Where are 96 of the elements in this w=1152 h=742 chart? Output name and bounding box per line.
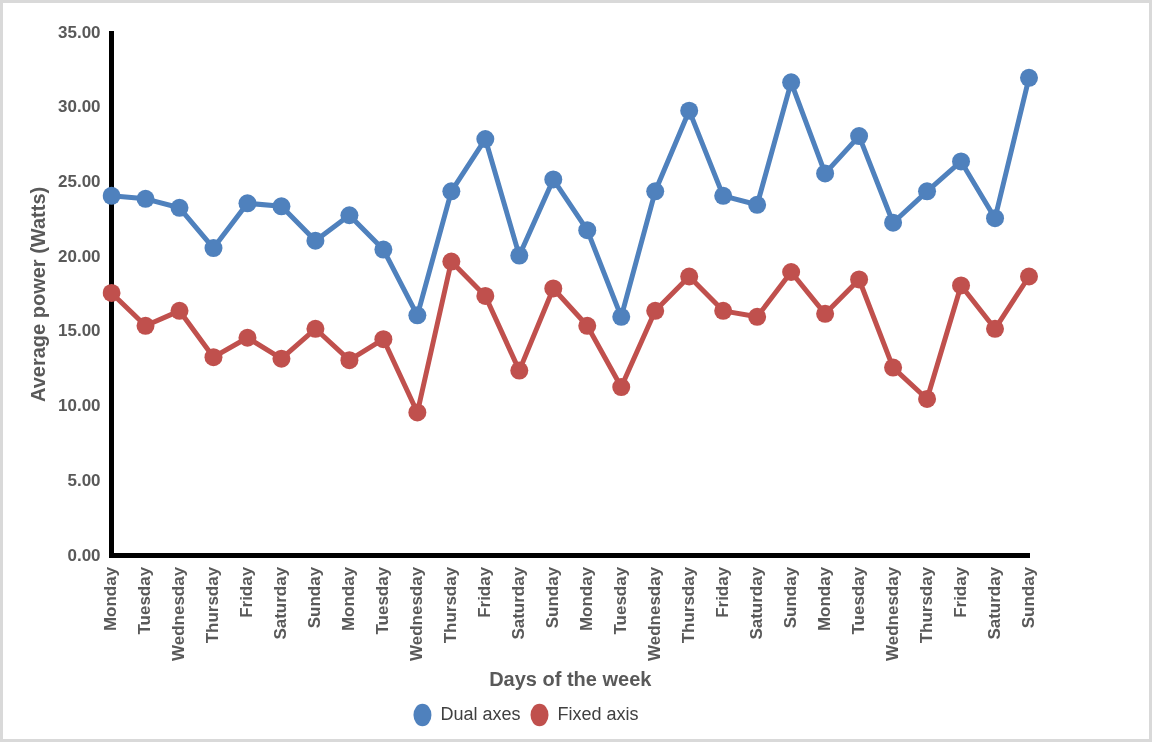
x-tick-label: Monday — [101, 566, 121, 632]
point — [442, 182, 461, 201]
x-tick-label: Tuesday — [373, 566, 393, 635]
point — [714, 301, 733, 320]
point — [408, 306, 427, 325]
point — [306, 319, 325, 338]
x-tick-label: Tuesday — [848, 566, 868, 635]
point — [952, 276, 971, 295]
point — [510, 361, 529, 380]
x-tick-label: Monday — [339, 566, 359, 632]
x-tick-label: Thursday — [916, 566, 936, 644]
x-tick-label: Saturday — [271, 566, 291, 640]
x-tick-label: Sunday — [542, 566, 562, 629]
x-tick-label: Wednesday — [407, 566, 427, 662]
point — [272, 349, 291, 368]
point — [306, 231, 325, 250]
point — [374, 330, 393, 349]
point — [544, 279, 563, 298]
x-tick-label: Saturday — [508, 566, 528, 640]
point — [1020, 68, 1038, 87]
x-tick-label: Friday — [237, 566, 257, 618]
x-tick-label: Monday — [814, 566, 834, 632]
point — [442, 252, 461, 271]
x-tick-label: Thursday — [678, 566, 698, 644]
point — [714, 186, 733, 205]
point — [850, 270, 869, 289]
x-tick-label: Sunday — [780, 566, 800, 629]
x-tick-label: Sunday — [305, 566, 325, 629]
x-tick-label: Thursday — [441, 566, 461, 644]
x-tick-label: Tuesday — [135, 566, 155, 635]
x-tick-label: Wednesday — [644, 566, 664, 662]
point — [748, 195, 767, 214]
point — [646, 182, 665, 201]
point — [204, 348, 223, 367]
point — [102, 283, 121, 302]
point — [136, 189, 155, 208]
legend-label: Dual axes — [440, 703, 521, 724]
point — [918, 182, 937, 201]
point — [748, 307, 767, 326]
point — [340, 206, 359, 225]
x-tick-label: Saturday — [984, 566, 1004, 640]
point — [646, 301, 665, 320]
point — [238, 194, 257, 213]
y-tick-label: 25.00 — [57, 172, 101, 192]
x-tick-label: Wednesday — [882, 566, 902, 662]
x-tick-label: Monday — [576, 566, 596, 632]
x-tick-label: Sunday — [1018, 566, 1038, 629]
point — [884, 358, 903, 377]
point — [782, 263, 801, 282]
point — [782, 73, 801, 92]
point — [680, 101, 699, 120]
x-axis-title: Days of the week — [489, 667, 653, 690]
y-tick-label: 0.00 — [67, 545, 101, 565]
point — [884, 213, 903, 232]
point — [136, 316, 155, 335]
point — [238, 328, 257, 347]
point — [578, 221, 597, 240]
point — [170, 198, 189, 217]
x-tick-label: Friday — [950, 566, 970, 618]
point — [340, 351, 359, 370]
point — [918, 389, 937, 408]
point — [850, 127, 869, 146]
point — [476, 286, 495, 305]
point — [408, 403, 427, 422]
point — [272, 197, 291, 216]
point — [170, 301, 189, 320]
legend-label: Fixed axis — [557, 703, 639, 724]
point — [612, 378, 631, 397]
y-tick-label: 30.00 — [57, 97, 101, 117]
y-tick-label: 15.00 — [57, 321, 101, 341]
point — [510, 246, 529, 265]
x-tick-label: Friday — [475, 566, 495, 618]
y-tick-label: 10.00 — [57, 396, 101, 416]
point — [544, 170, 563, 189]
point — [102, 186, 121, 205]
x-tick-label: Friday — [712, 566, 732, 618]
point — [578, 316, 597, 335]
point — [374, 240, 393, 259]
point — [612, 307, 631, 326]
x-tick-label: Tuesday — [610, 566, 630, 635]
point — [816, 164, 835, 183]
point — [986, 319, 1005, 338]
point — [1020, 267, 1038, 286]
x-tick-label: Wednesday — [169, 566, 189, 662]
x-tick-label: Thursday — [203, 566, 223, 644]
y-tick-label: 5.00 — [67, 470, 101, 490]
y-axis-title: Average power (Watts) — [26, 186, 49, 403]
point — [986, 209, 1005, 228]
point — [816, 304, 835, 323]
point — [952, 152, 971, 171]
point — [680, 267, 699, 286]
y-tick-label: 20.00 — [57, 246, 101, 266]
x-tick-label: Saturday — [746, 566, 766, 640]
point — [204, 239, 223, 258]
point — [476, 130, 495, 149]
y-tick-label: 35.00 — [57, 22, 101, 42]
